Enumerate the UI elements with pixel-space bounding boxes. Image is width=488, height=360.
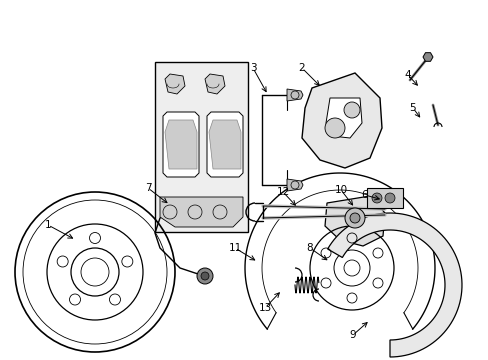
Polygon shape	[286, 89, 303, 101]
Circle shape	[371, 193, 381, 203]
Polygon shape	[206, 112, 243, 177]
Text: 12: 12	[276, 187, 289, 197]
Text: 13: 13	[258, 303, 271, 313]
Circle shape	[343, 102, 359, 118]
Polygon shape	[422, 53, 432, 61]
Circle shape	[325, 118, 345, 138]
Text: 6: 6	[361, 190, 367, 200]
Text: 10: 10	[334, 185, 347, 195]
Text: 5: 5	[409, 103, 415, 113]
Text: 7: 7	[144, 183, 151, 193]
Polygon shape	[327, 213, 461, 357]
Text: 11: 11	[228, 243, 241, 253]
Polygon shape	[160, 197, 243, 227]
Circle shape	[197, 268, 213, 284]
Text: 1: 1	[44, 220, 51, 230]
Polygon shape	[208, 120, 241, 169]
Text: 3: 3	[249, 63, 256, 73]
Circle shape	[349, 213, 359, 223]
Polygon shape	[325, 98, 361, 138]
Polygon shape	[325, 196, 384, 246]
Circle shape	[345, 208, 364, 228]
Text: 4: 4	[404, 70, 410, 80]
Polygon shape	[204, 74, 224, 94]
Polygon shape	[163, 112, 199, 177]
Text: 8: 8	[306, 243, 313, 253]
Polygon shape	[302, 73, 381, 168]
Circle shape	[201, 272, 208, 280]
Polygon shape	[164, 74, 184, 94]
Text: 9: 9	[349, 330, 356, 340]
Text: 2: 2	[298, 63, 305, 73]
Bar	[366, 188, 402, 208]
Circle shape	[384, 193, 394, 203]
Bar	[155, 62, 247, 232]
Polygon shape	[286, 179, 303, 191]
Polygon shape	[164, 120, 197, 169]
